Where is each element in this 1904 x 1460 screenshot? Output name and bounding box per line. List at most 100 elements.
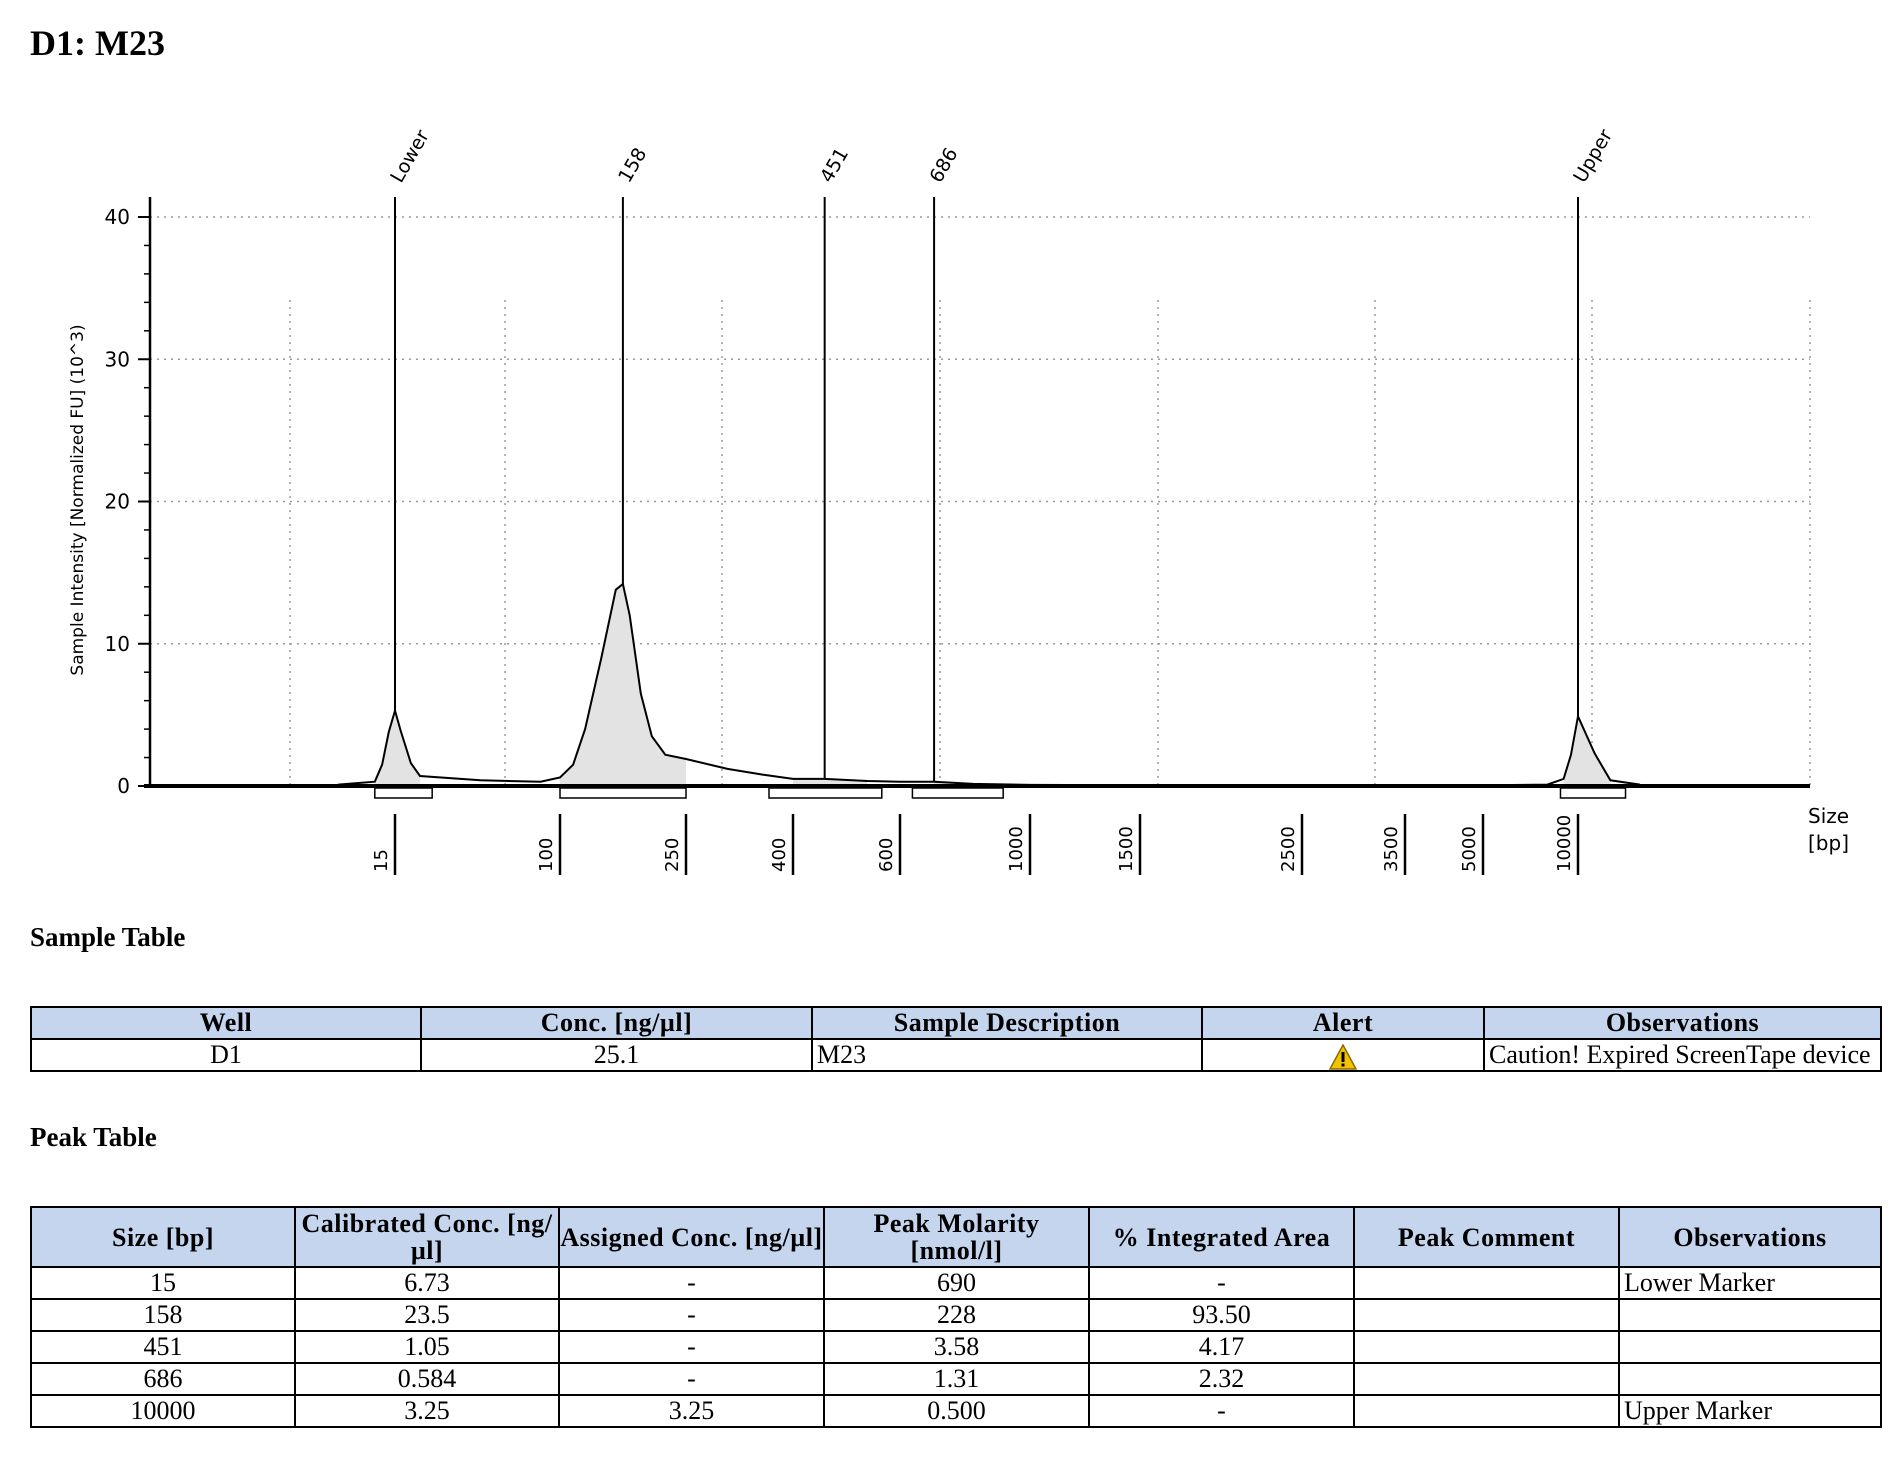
cell-conc: 25.1	[420, 1038, 813, 1072]
sample-table-header-row: Well Conc. [ng/µl] Sample Description Al…	[30, 1006, 1882, 1040]
x-axis-unit: [bp]	[1808, 831, 1849, 855]
sample-table: Well Conc. [ng/µl] Sample Description Al…	[30, 1006, 1882, 1072]
x-tick-label: 400	[769, 838, 790, 872]
cell-observations: Upper Marker	[1618, 1394, 1882, 1428]
peak-label: Lower	[386, 126, 434, 186]
peak-fill-layer	[374, 584, 1611, 786]
table-row: 158 23.5 - 228 93.50	[30, 1298, 1882, 1332]
x-tick-label: 10000	[1554, 815, 1575, 872]
integration-range-box	[1559, 787, 1627, 799]
cell-size: 686	[30, 1362, 296, 1396]
cell-observations: Lower Marker	[1618, 1266, 1882, 1300]
cell-calibrated-conc: 1.05	[294, 1330, 560, 1364]
cell-calibrated-conc: 0.584	[294, 1362, 560, 1396]
header-integrated-area: % Integrated Area	[1088, 1206, 1355, 1268]
cell-observations	[1618, 1330, 1882, 1364]
cell-integrated-area: 4.17	[1088, 1330, 1355, 1364]
cell-size: 158	[30, 1298, 296, 1332]
peak-line-layer	[394, 197, 1579, 782]
peak-table-title: Peak Table	[30, 1122, 157, 1152]
table-row: 451 1.05 - 3.58 4.17	[30, 1330, 1882, 1364]
integration-range-box	[768, 787, 883, 799]
cell-peak-comment	[1353, 1394, 1620, 1428]
peak-label: 451	[816, 144, 853, 186]
y-tick-label: 20	[105, 490, 130, 514]
cell-well: D1	[30, 1038, 422, 1072]
header-observations: Observations	[1483, 1006, 1882, 1040]
x-tick-label: 250	[662, 838, 683, 872]
x-axis-label: Size	[1808, 804, 1849, 828]
cell-assigned-conc: -	[558, 1362, 825, 1396]
cell-peak-molarity: 0.500	[823, 1394, 1090, 1428]
x-tick-label: 3500	[1381, 826, 1402, 872]
trace-layer	[338, 582, 1641, 787]
peak-area	[560, 584, 686, 786]
table-row: D1 25.1 M23 Caution! Expired ScreenTape …	[30, 1038, 1882, 1072]
cell-calibrated-conc: 23.5	[294, 1298, 560, 1332]
peak-table: Size [bp] Calibrated Conc. [ng/µl] Assig…	[30, 1206, 1882, 1428]
cell-calibrated-conc: 3.25	[294, 1394, 560, 1428]
x-tick-label: 100	[536, 838, 557, 872]
peak-label: 686	[925, 144, 962, 186]
cell-peak-molarity: 228	[823, 1298, 1090, 1332]
y-tick-label: 30	[105, 347, 130, 371]
header-sample-description: Sample Description	[811, 1006, 1203, 1040]
page-title: D1: M23	[30, 23, 165, 63]
x-tick-label: 2500	[1278, 826, 1299, 872]
table-row: 10000 3.25 3.25 0.500 - Upper Marker	[30, 1394, 1882, 1428]
cell-integrated-area: 93.50	[1088, 1298, 1355, 1332]
y-tick-label: 0	[117, 774, 130, 798]
cell-observations	[1618, 1298, 1882, 1332]
header-peak-comment: Peak Comment	[1353, 1206, 1620, 1268]
integration-range-box	[374, 787, 433, 799]
cell-size: 15	[30, 1266, 296, 1300]
header-calibrated-conc: Calibrated Conc. [ng/µl]	[294, 1206, 560, 1268]
peak-table-header-row: Size [bp] Calibrated Conc. [ng/µl] Assig…	[30, 1206, 1882, 1268]
peak-area	[1563, 716, 1611, 786]
cell-alert	[1201, 1038, 1485, 1072]
integration-range-layer	[374, 787, 1627, 799]
cell-description: M23	[811, 1038, 1203, 1072]
cell-peak-comment	[1353, 1298, 1620, 1332]
header-well: Well	[30, 1006, 422, 1040]
cell-peak-molarity: 3.58	[823, 1330, 1090, 1364]
header-assigned-conc: Assigned Conc. [ng/µl]	[558, 1206, 825, 1268]
cell-integrated-area: 2.32	[1088, 1362, 1355, 1396]
warning-triangle-icon	[1329, 1043, 1357, 1069]
x-tick-label: 600	[876, 838, 897, 872]
cell-size: 10000	[30, 1394, 296, 1428]
cell-peak-comment	[1353, 1362, 1620, 1396]
header-size: Size [bp]	[30, 1206, 296, 1268]
peak-area	[374, 710, 420, 786]
cell-calibrated-conc: 6.73	[294, 1266, 560, 1300]
y-tick-label: 40	[105, 205, 130, 229]
cell-integrated-area: -	[1088, 1266, 1355, 1300]
header-alert: Alert	[1201, 1006, 1485, 1040]
header-observations: Observations	[1618, 1206, 1882, 1268]
integration-range-box	[911, 787, 1004, 799]
cell-size: 451	[30, 1330, 296, 1364]
cell-peak-molarity: 690	[823, 1266, 1090, 1300]
x-tick-label: 1500	[1116, 826, 1137, 872]
grid-layer	[150, 216, 1811, 786]
x-tick-label: 1000	[1006, 826, 1027, 872]
sample-table-title: Sample Table	[30, 922, 186, 952]
header-peak-molarity: Peak Molarity [nmol/l]	[823, 1206, 1090, 1268]
cell-observations	[1618, 1362, 1882, 1396]
peak-label: 158	[614, 144, 651, 186]
cell-observations: Caution! Expired ScreenTape device	[1483, 1038, 1882, 1072]
sample-trace	[338, 582, 1641, 787]
y-axis-label: Sample Intensity [Normalized FU] (10^3)	[68, 324, 88, 675]
cell-assigned-conc: 3.25	[558, 1394, 825, 1428]
x-tick-label: 5000	[1459, 826, 1480, 872]
header-conc: Conc. [ng/µl]	[420, 1006, 813, 1040]
axis-layer	[138, 197, 1810, 875]
x-tick-label: 15	[371, 849, 392, 872]
integration-range-box	[559, 787, 687, 799]
peak-label: Upper	[1569, 126, 1617, 187]
cell-assigned-conc: -	[558, 1266, 825, 1300]
cell-integrated-area: -	[1088, 1394, 1355, 1428]
cell-assigned-conc: -	[558, 1298, 825, 1332]
y-tick-label: 10	[105, 632, 130, 656]
cell-peak-comment	[1353, 1266, 1620, 1300]
